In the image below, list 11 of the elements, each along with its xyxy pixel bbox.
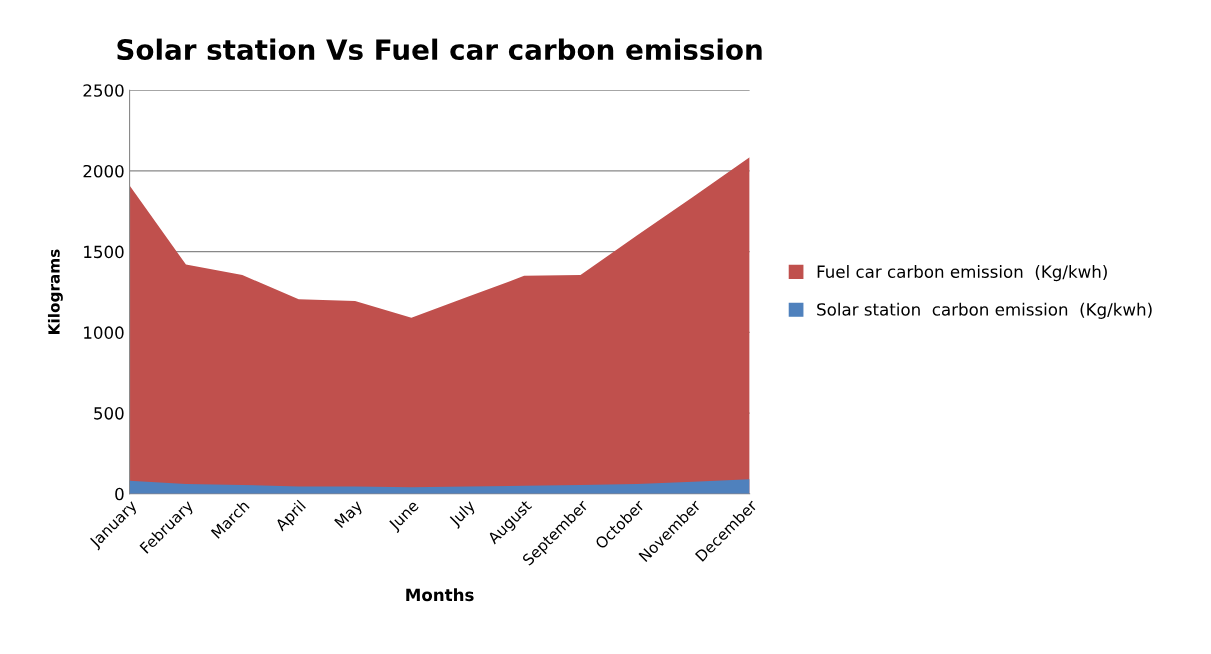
y-tick-label: 1500 <box>84 245 124 259</box>
y-tick-label: 500 <box>94 407 124 420</box>
y-tick-label: 2500 <box>83 84 124 97</box>
legend-label: Solar station carbon emission (Kg/kwh) <box>817 302 1152 319</box>
chart-title: Solar station Vs Fuel car carbon emission <box>117 38 762 61</box>
y-tick-label: 2000 <box>83 164 124 178</box>
y-axis-title: Kilograms <box>47 249 63 334</box>
legend-label: Fuel car carbon emission (Kg/kwh) <box>817 265 1107 282</box>
y-tick-label: 0 <box>115 487 124 501</box>
y-tick-label: 1000 <box>84 326 124 339</box>
x-axis-title: Months <box>406 588 474 602</box>
